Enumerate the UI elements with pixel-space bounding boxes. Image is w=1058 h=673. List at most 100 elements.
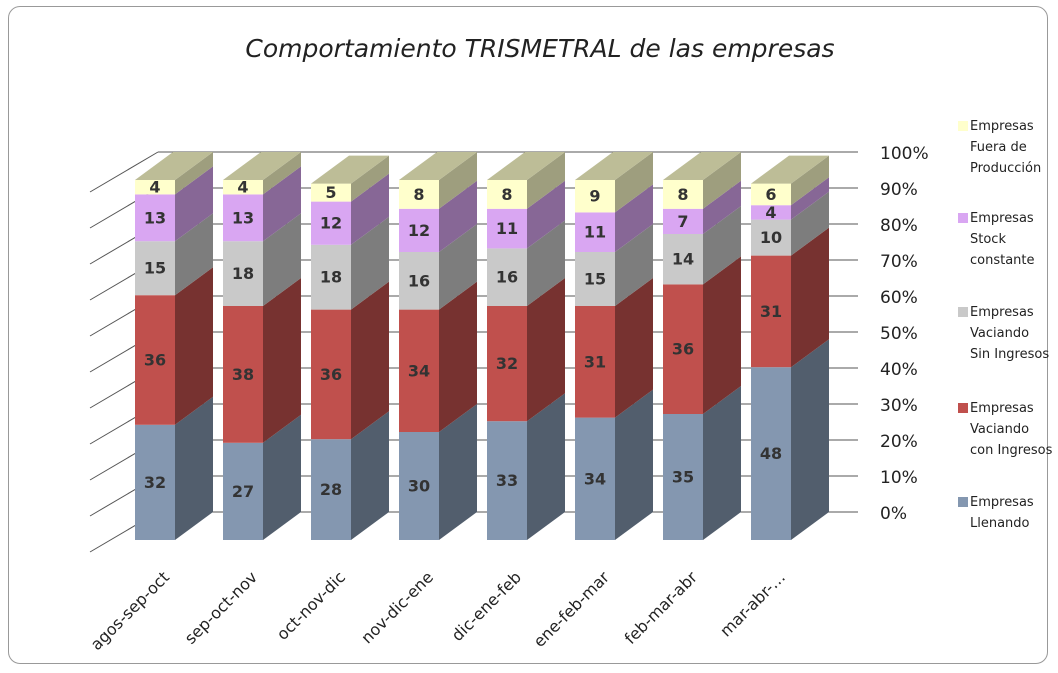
- bar-top: [399, 152, 477, 180]
- bar-segment: [487, 248, 527, 306]
- grid-line: [89, 151, 159, 193]
- bar-segment: [399, 252, 439, 310]
- legend-swatch: [958, 497, 968, 507]
- data-label: 4: [765, 203, 776, 222]
- bar-side: [351, 173, 389, 245]
- bar-top: [575, 152, 653, 180]
- data-label: 16: [408, 271, 430, 290]
- bar-side: [263, 213, 301, 306]
- bar-segment: [575, 417, 615, 540]
- bar-side: [263, 278, 301, 443]
- bar-side: [703, 256, 741, 414]
- data-label: 8: [501, 185, 512, 204]
- data-label: 36: [672, 340, 694, 359]
- legend-swatch: [958, 403, 968, 413]
- data-label: 31: [584, 352, 606, 371]
- bar-side: [615, 389, 653, 540]
- bar-side: [791, 339, 829, 540]
- data-label: 31: [760, 302, 782, 321]
- bar-side: [791, 177, 829, 220]
- bar-side: [527, 180, 565, 249]
- bar-top: [223, 152, 301, 180]
- data-label: 4: [237, 178, 248, 197]
- bar-side: [615, 184, 653, 252]
- data-label: 13: [144, 208, 166, 227]
- bar-side: [351, 281, 389, 440]
- bar-segment: [135, 424, 175, 540]
- data-label: 14: [672, 250, 694, 269]
- data-label: 34: [408, 361, 430, 380]
- legend-entry: Empresas Stock constante: [958, 208, 1053, 271]
- legend-label: Empresas Stock constante: [970, 211, 1035, 268]
- bar-side: [615, 152, 653, 213]
- data-label: 36: [320, 365, 342, 384]
- data-label: 11: [496, 219, 518, 238]
- bar-side: [527, 278, 565, 422]
- bar-segment: [575, 180, 615, 213]
- y-tick-label: 0%: [880, 504, 907, 524]
- bar-segment: [311, 439, 351, 540]
- bar-side: [703, 152, 741, 209]
- x-tick-label: ene-feb-mar: [530, 567, 614, 651]
- data-label: 10: [760, 228, 782, 247]
- y-tick-label: 30%: [880, 396, 918, 416]
- data-label: 30: [408, 477, 430, 496]
- data-label: 35: [672, 468, 694, 487]
- data-label: 36: [144, 351, 166, 370]
- bar-side: [175, 267, 213, 425]
- x-tick-label: oct-nov-dic: [273, 568, 349, 644]
- data-label: 11: [584, 223, 606, 242]
- bar-top: [751, 155, 829, 184]
- bar-segment: [223, 241, 263, 306]
- legend-swatch: [958, 213, 968, 223]
- data-label: 5: [325, 183, 336, 202]
- bar-segment: [575, 252, 615, 306]
- data-label: 12: [408, 221, 430, 240]
- data-label: 8: [677, 185, 688, 204]
- legend-entry: Empresas Vaciando con Ingresos: [958, 398, 1053, 461]
- y-tick-label: 20%: [880, 432, 918, 452]
- bar-segment: [223, 306, 263, 443]
- data-label: 28: [320, 480, 342, 499]
- data-label: 4: [149, 178, 160, 197]
- data-label: 33: [496, 471, 518, 490]
- chart-frame: [8, 6, 1048, 664]
- bar-side: [527, 220, 565, 306]
- bar-side: [263, 152, 301, 195]
- bar-segment: [663, 180, 703, 209]
- bar-segment: [223, 194, 263, 242]
- x-tick-label: mar-abr-…: [716, 568, 789, 641]
- bar-top: [135, 152, 213, 180]
- bar-side: [791, 155, 829, 206]
- bar-side: [615, 224, 653, 306]
- y-tick-label: 40%: [880, 360, 918, 380]
- bar-side: [527, 152, 565, 209]
- bar-segment: [575, 212, 615, 252]
- data-label: 18: [232, 264, 254, 283]
- data-label: 12: [320, 214, 342, 233]
- legend-label: Empresas Vaciando con Ingresos: [970, 401, 1053, 458]
- bar-segment: [223, 442, 263, 540]
- data-label: 38: [232, 365, 254, 384]
- bar-segment: [135, 194, 175, 242]
- data-label: 6: [765, 185, 776, 204]
- bar-side: [703, 386, 741, 540]
- legend-swatch: [958, 307, 968, 317]
- x-tick-label: agos-sep-oct: [87, 568, 173, 654]
- x-tick-label: feb-mar-abr: [621, 567, 702, 648]
- y-tick-label: 50%: [880, 324, 918, 344]
- bar-segment: [399, 180, 439, 209]
- bar-segment: [751, 205, 791, 220]
- bar-segment: [487, 180, 527, 209]
- bar-segment: [135, 241, 175, 296]
- bar-segment: [135, 295, 175, 425]
- bar-segment: [663, 234, 703, 285]
- legend-label: Empresas Fuera de Producción: [970, 119, 1042, 176]
- bar-segment: [575, 306, 615, 418]
- bar-side: [351, 411, 389, 540]
- bar-segment: [751, 219, 791, 256]
- bar-segment: [487, 421, 527, 540]
- data-label: 15: [584, 270, 606, 289]
- bar-side: [351, 155, 389, 202]
